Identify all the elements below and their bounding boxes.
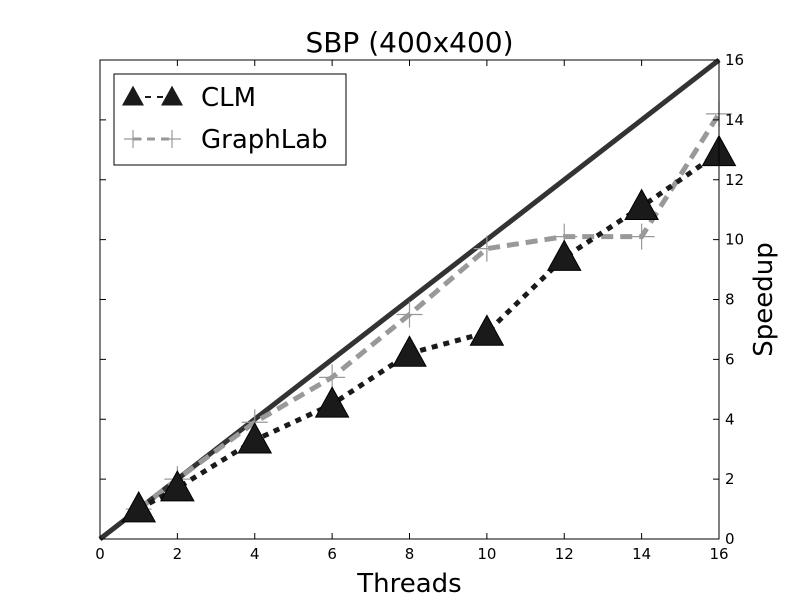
- x-tick-label: 10: [477, 545, 496, 563]
- clm-point: [469, 314, 505, 346]
- y-tick-label: 16: [725, 51, 744, 69]
- graphlab-point: [473, 235, 500, 262]
- clm-point: [237, 422, 273, 454]
- x-axis-label: Threads: [356, 569, 461, 599]
- y-tick-label: 6: [725, 350, 735, 368]
- clm-point: [624, 188, 659, 221]
- x-tick-label: 2: [173, 545, 183, 563]
- legend: CLM GraphLab: [113, 73, 347, 166]
- legend-marker-clm: [161, 85, 183, 106]
- x-tick-label: 14: [632, 545, 651, 563]
- y-tick-label: 0: [725, 530, 735, 548]
- y-tick-label: 10: [725, 231, 744, 249]
- graphlab-point: [396, 301, 423, 328]
- y-tick-label: 12: [725, 171, 744, 189]
- legend-marker-clm: [122, 85, 144, 106]
- x-tick-label: 12: [555, 545, 574, 563]
- x-tick-label: 4: [250, 545, 260, 563]
- legend-marker-graphlab: [124, 130, 142, 148]
- chart-title: SBP (400x400): [305, 26, 513, 59]
- x-tick-label: 6: [327, 545, 337, 563]
- y-tick-label: 2: [725, 470, 735, 488]
- clm-point: [392, 335, 427, 367]
- legend-label-graphlab: GraphLab: [201, 125, 328, 155]
- legend-marker-graphlab: [163, 130, 181, 148]
- y-tick-label: 14: [725, 111, 744, 129]
- x-tick-label: 8: [405, 545, 415, 563]
- x-tick-label: 16: [709, 545, 728, 563]
- clm-point: [314, 386, 350, 418]
- y-axis-label: Speedup: [749, 242, 779, 357]
- clm-point: [160, 469, 195, 502]
- clm-point: [121, 490, 157, 523]
- legend-box: [113, 73, 347, 166]
- x-tick-label: 0: [95, 545, 105, 563]
- graphlab-point: [628, 223, 655, 250]
- legend-label-clm: CLM: [201, 83, 256, 113]
- y-tick-label: 8: [725, 291, 735, 309]
- clm-point: [546, 239, 582, 271]
- graphlab-point: [319, 364, 346, 391]
- y-tick-label: 4: [725, 410, 735, 428]
